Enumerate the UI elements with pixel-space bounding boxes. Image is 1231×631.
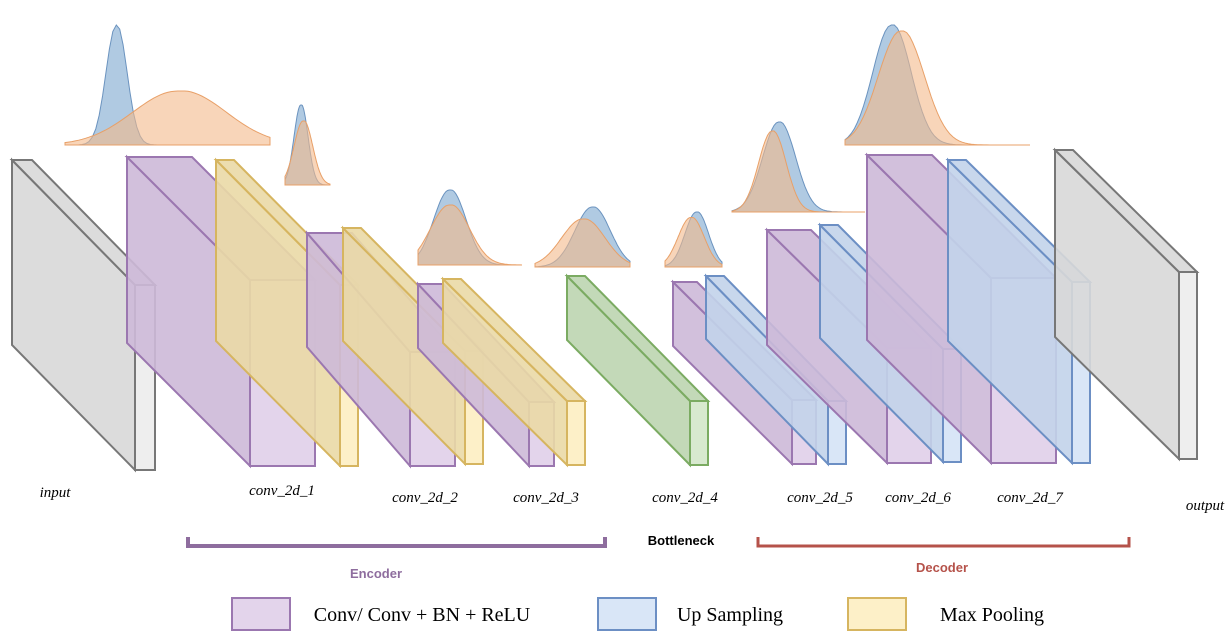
- legend-swatch: [848, 598, 906, 630]
- distribution: [285, 105, 330, 185]
- dist-orange: [418, 205, 522, 265]
- legend-label: Max Pooling: [940, 604, 1044, 626]
- layer-label: output: [1186, 498, 1225, 514]
- distribution: [418, 190, 522, 265]
- block-front: [567, 401, 585, 465]
- diagram: input conv_2d_1 conv_2d_2 conv_2d_3 conv…: [0, 0, 1231, 631]
- layer-label: input: [40, 485, 72, 501]
- layer-blocks: [12, 150, 1197, 470]
- layer-label: conv_2d_6: [885, 490, 951, 506]
- decoder-brace: [758, 537, 1129, 546]
- layer-label: conv_2d_5: [787, 490, 853, 506]
- group-label: Encoder: [350, 566, 402, 581]
- layer-label: conv_2d_7: [997, 490, 1064, 506]
- legend-swatch: [598, 598, 656, 630]
- layer-label: conv_2d_1: [249, 483, 315, 499]
- distribution: [732, 122, 865, 212]
- distribution: [65, 25, 270, 145]
- group-label: Bottleneck: [648, 533, 715, 548]
- legend-swatch: [232, 598, 290, 630]
- layer-label: conv_2d_4: [652, 490, 718, 506]
- distribution: [665, 212, 722, 267]
- dist-orange: [65, 91, 270, 145]
- dist-orange: [665, 218, 722, 268]
- distribution: [845, 25, 1030, 145]
- distribution: [535, 207, 630, 267]
- legend-label: Up Sampling: [677, 604, 783, 626]
- group-label: Decoder: [916, 560, 968, 575]
- layer-label: conv_2d_3: [513, 490, 579, 506]
- encoder-brace: [188, 537, 605, 546]
- layer-label: conv_2d_2: [392, 490, 458, 506]
- block-front: [690, 401, 708, 465]
- legend-label: Conv/ Conv + BN + ReLU: [314, 604, 531, 626]
- block-front: [1179, 272, 1197, 459]
